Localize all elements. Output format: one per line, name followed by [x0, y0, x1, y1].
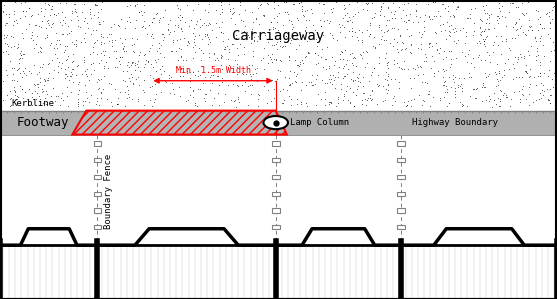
Bar — [397, 175, 405, 179]
Bar — [272, 158, 280, 162]
Text: Kerbline: Kerbline — [11, 99, 54, 108]
Bar — [397, 158, 405, 162]
Bar — [272, 225, 280, 229]
Text: Footway: Footway — [17, 116, 69, 129]
Bar — [94, 208, 101, 213]
Bar — [272, 192, 280, 196]
Bar — [397, 141, 405, 146]
Circle shape — [263, 116, 288, 129]
Text: Boundary Fence: Boundary Fence — [104, 154, 113, 229]
Bar — [272, 141, 280, 146]
Text: Highway Boundary: Highway Boundary — [412, 118, 498, 127]
Bar — [272, 208, 280, 213]
Bar — [272, 175, 280, 179]
Bar — [397, 225, 405, 229]
Bar — [0, 111, 557, 135]
Bar — [94, 158, 101, 162]
Text: Lamp Column: Lamp Column — [290, 118, 349, 127]
Bar — [94, 141, 101, 146]
Bar — [94, 225, 101, 229]
Bar — [0, 0, 557, 111]
Text: Carriageway: Carriageway — [232, 29, 325, 43]
Bar — [397, 208, 405, 213]
Bar — [397, 192, 405, 196]
Polygon shape — [72, 111, 287, 135]
Bar — [94, 192, 101, 196]
Text: Min. 1.5m Width: Min. 1.5m Width — [175, 66, 251, 75]
Bar — [0, 135, 557, 299]
Bar — [94, 175, 101, 179]
